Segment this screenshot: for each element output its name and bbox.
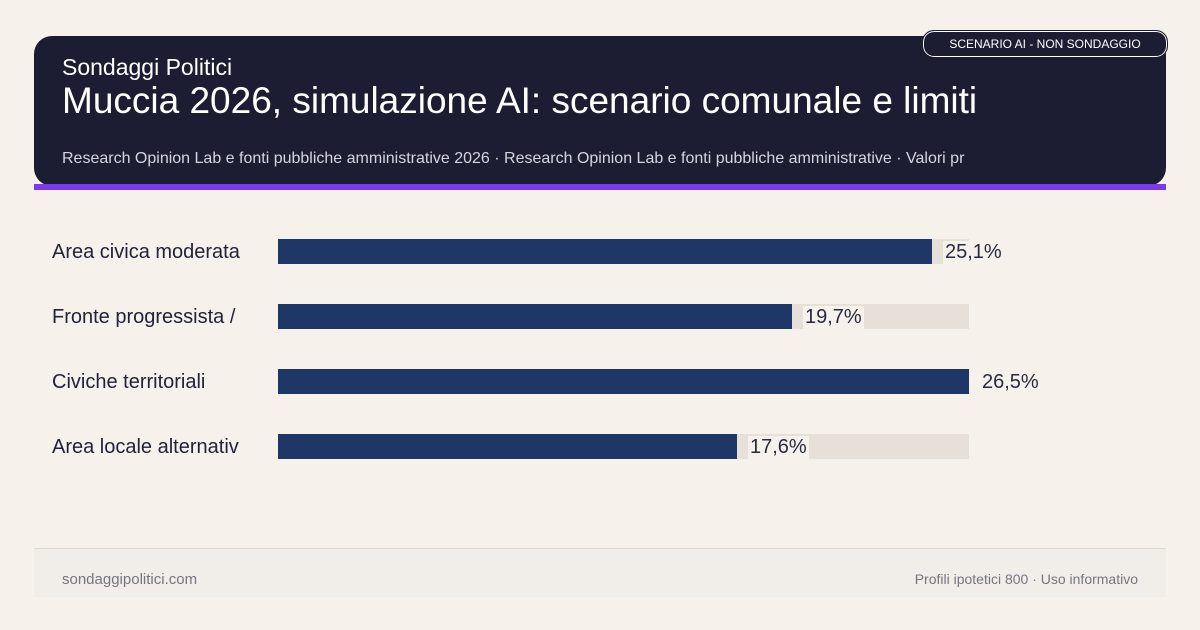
value-label: 25,1% <box>943 241 1004 264</box>
category-label: Area locale alternativ <box>52 436 239 458</box>
category-label: Civiche territoriali <box>52 371 206 393</box>
value-label: 19,7% <box>803 306 864 329</box>
scenario-badge: SCENARIO AI - NON SONDAGGIO <box>922 30 1168 58</box>
bar <box>278 369 969 394</box>
category-label: Fronte progressista / <box>52 306 236 328</box>
footer-note: Profili ipotetici 800 · Uso informativo <box>914 571 1138 587</box>
header-banner: Sondaggi Politici Muccia 2026, simulazio… <box>34 36 1166 186</box>
header-accent-line <box>34 184 1166 190</box>
page-title: Muccia 2026, simulazione AI: scenario co… <box>62 80 978 121</box>
footer: sondaggipolitici.com Profili ipotetici 8… <box>34 548 1166 597</box>
footer-site: sondaggipolitici.com <box>62 571 198 588</box>
brand-name: Sondaggi Politici <box>62 54 233 80</box>
bar <box>278 434 737 459</box>
bar <box>278 239 932 264</box>
value-label: 26,5% <box>980 371 1041 394</box>
value-label: 17,6% <box>748 436 809 459</box>
source-subtitle: Research Opinion Lab e fonti pubbliche a… <box>62 150 965 167</box>
category-label: Area civica moderata <box>52 241 240 263</box>
bar <box>278 304 792 329</box>
